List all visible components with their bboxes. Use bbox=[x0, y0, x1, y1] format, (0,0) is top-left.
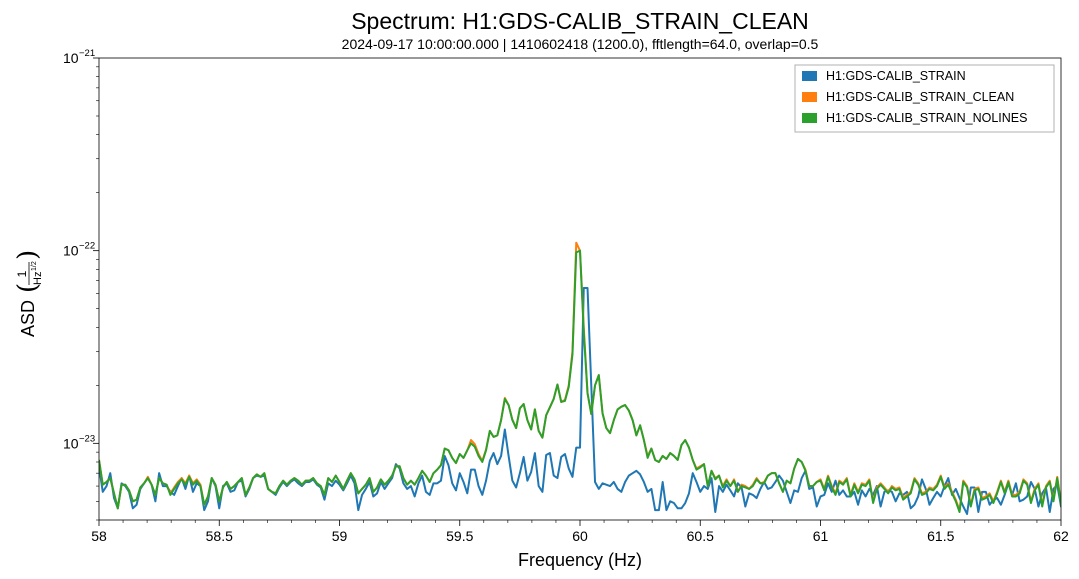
y-axis-label-exponent: 1/2 bbox=[31, 261, 38, 271]
x-tick-label: 60 bbox=[572, 528, 588, 544]
chart-subtitle: 2024-09-17 10:00:00.000 | 1410602418 (12… bbox=[342, 36, 819, 52]
y-tick-label: 10 bbox=[63, 243, 79, 259]
legend-label: H1:GDS-CALIB_STRAIN_CLEAN bbox=[826, 90, 1014, 104]
legend-swatch bbox=[802, 71, 817, 81]
y-tick-exponent: −22 bbox=[79, 241, 95, 252]
x-tick-label: 58.5 bbox=[206, 528, 233, 544]
legend-label: H1:GDS-CALIB_STRAIN bbox=[826, 69, 966, 83]
y-tick-label: 10 bbox=[63, 50, 79, 66]
legend-box bbox=[794, 64, 1055, 133]
x-tick-label: 62 bbox=[1053, 528, 1069, 544]
x-tick-label: 59.5 bbox=[446, 528, 473, 544]
x-axis-label: Frequency (Hz) bbox=[518, 550, 642, 570]
legend: H1:GDS-CALIB_STRAIN H1:GDS-CALIB_STRAIN_C… bbox=[794, 64, 1055, 133]
y-tick-exponent: −23 bbox=[79, 433, 95, 444]
y-axis-label-paren-close: ) bbox=[13, 250, 43, 260]
x-tick-label: 61.5 bbox=[927, 528, 954, 544]
x-axis-ticks: 58 58.5 59 59.5 60 60.5 61 61.5 62 bbox=[91, 520, 1069, 544]
legend-swatch bbox=[802, 92, 817, 102]
y-tick-exponent: −21 bbox=[79, 48, 95, 59]
x-tick-label: 61 bbox=[813, 528, 829, 544]
series-line bbox=[99, 249, 1061, 514]
plot-frame bbox=[98, 57, 1062, 521]
x-tick-label: 60.5 bbox=[687, 528, 714, 544]
x-tick-label: 59 bbox=[332, 528, 348, 544]
legend-swatch bbox=[802, 113, 817, 123]
series-line bbox=[99, 241, 1061, 512]
y-axis-label-denominator: Hz bbox=[32, 272, 44, 285]
y-tick-label: 10 bbox=[63, 435, 79, 451]
y-axis-label-paren-open: ( bbox=[13, 283, 43, 293]
y-axis-label-numerator: 1 bbox=[15, 270, 29, 277]
y-axis-label-prefix: ASD bbox=[18, 300, 38, 337]
x-tick-label: 58 bbox=[91, 528, 107, 544]
legend-label: H1:GDS-CALIB_STRAIN_NOLINES bbox=[826, 111, 1027, 125]
y-axis-label: ASD ( 1 Hz 1/2 ) bbox=[13, 250, 44, 337]
series-lines bbox=[99, 241, 1061, 515]
chart-title: Spectrum: H1:GDS-CALIB_STRAIN_CLEAN bbox=[351, 8, 809, 34]
